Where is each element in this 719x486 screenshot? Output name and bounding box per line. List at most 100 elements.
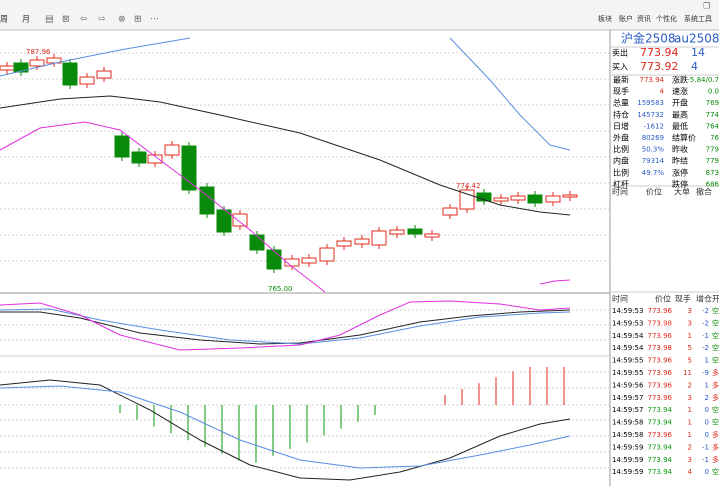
stat-label: 结算价: [672, 133, 696, 143]
ma-line: [449, 37, 571, 151]
candle-body: [562, 194, 578, 198]
menu-item[interactable]: 账户: [619, 14, 633, 23]
book-label: 买入: [612, 63, 628, 72]
stat-value: 779: [706, 157, 719, 165]
candle-body: [79, 76, 95, 85]
trade-time: 14:59:54: [612, 332, 644, 340]
stat-label: 涨停: [672, 167, 688, 177]
stat-label: 杠杆: [613, 179, 629, 189]
menu-item[interactable]: 资讯: [637, 14, 651, 23]
trade-price: 773.94: [648, 443, 673, 451]
icon[interactable]: ⋯: [150, 15, 159, 25]
column-header: 增仓: [696, 294, 712, 304]
trade-oi: 0: [705, 431, 709, 439]
candle-body: [96, 70, 112, 79]
icon[interactable]: ⇦: [80, 15, 88, 25]
candle-body: [407, 228, 423, 235]
icon[interactable]: ⊠: [62, 15, 70, 25]
trade-time: 14:59:53: [612, 319, 643, 327]
stat-label: 比例: [613, 144, 629, 154]
stat-label: 外盘: [613, 133, 629, 143]
trade-price: 773.94: [648, 419, 673, 427]
trade-time: 14:59:57: [612, 406, 643, 414]
candle-body: [371, 230, 387, 246]
period-button[interactable]: 周: [0, 15, 8, 24]
stat-label: 最低: [672, 121, 688, 131]
trade-price: 773.96: [648, 307, 673, 315]
candle-body: [62, 62, 78, 86]
trade-volume: 2: [688, 381, 692, 389]
candle-body: [510, 195, 526, 201]
stat-value: 769: [706, 99, 719, 107]
trade-side: 多: [712, 380, 719, 389]
price-label: 774.42: [456, 182, 481, 190]
indicator-line: [0, 309, 571, 345]
contract-name: 沪金2508: [621, 31, 676, 46]
menu-item[interactable]: 个性化: [656, 14, 677, 23]
candle-body: [424, 233, 440, 238]
trade-oi: -1: [702, 443, 709, 451]
icon[interactable]: ⊞: [134, 15, 142, 25]
trade-side: 空: [712, 306, 719, 315]
stat-value: 145732: [637, 111, 664, 119]
trade-oi: 0: [705, 419, 709, 427]
price-label: 765.00: [268, 285, 293, 293]
trade-side: 空: [712, 343, 719, 352]
icon[interactable]: ▤: [45, 15, 54, 25]
stat-value: 80269: [642, 134, 664, 142]
trade-oi: -2: [702, 319, 709, 327]
menu-item[interactable]: 系统工具: [684, 14, 712, 23]
book-price: 773.94: [640, 46, 679, 59]
candle-body: [29, 59, 45, 67]
trade-volume: 11: [683, 369, 692, 377]
book-label: 卖出: [612, 48, 628, 58]
menu-item[interactable]: 板块: [598, 14, 612, 23]
toolbar-icons[interactable]: ▤ ⊠ ⇦ ⇨ ⊗ ⊞ ⋯ ❐: [45, 2, 710, 25]
candle-body: [527, 194, 543, 204]
trade-price: 773.96: [648, 357, 673, 365]
book-volume: 4: [691, 60, 698, 73]
icon[interactable]: ⊗: [118, 15, 126, 25]
icon[interactable]: ⇨: [98, 15, 106, 25]
stat-value: 873: [706, 169, 719, 177]
candle-body: [354, 238, 370, 245]
candle-body: [232, 213, 248, 227]
column-header: 价位: [655, 294, 671, 304]
period-button[interactable]: 月: [22, 15, 30, 24]
trade-price: 773.94: [648, 456, 673, 464]
stat-label: 跌停: [672, 179, 688, 189]
indicator-line: [0, 308, 571, 345]
trade-price: 773.94: [648, 468, 673, 476]
column-header: 时间: [612, 294, 628, 304]
candle-body: [266, 249, 282, 270]
candle-body: [336, 240, 352, 247]
stat-value: 779: [706, 146, 719, 154]
stat-value: 0.0: [708, 88, 719, 96]
trade-price: 773.98: [648, 319, 673, 327]
trade-time: 14:59:55: [612, 357, 643, 365]
trade-volume: 5: [688, 357, 692, 365]
stat-value: 4: [660, 88, 665, 96]
stat-label: 昨收: [672, 144, 688, 154]
trade-volume: 3: [688, 456, 692, 464]
trade-volume: 1: [688, 431, 692, 439]
trade-time: 14:59:58: [612, 431, 643, 439]
stat-label: 速涨: [672, 86, 688, 96]
stat-value: 76: [710, 134, 719, 142]
trade-volume: 1: [688, 332, 692, 340]
stat-value: 774: [706, 111, 719, 119]
candle-body: [442, 207, 458, 216]
window-button[interactable]: ❐: [703, 2, 710, 11]
stat-label: 比例: [613, 167, 629, 177]
candle-body: [389, 229, 405, 235]
trade-price: 773.98: [648, 344, 673, 352]
trade-side: 空: [712, 356, 719, 365]
trade-side: 空: [712, 405, 719, 414]
trade-volume: 2: [688, 443, 692, 451]
column-header: 大单: [674, 187, 690, 197]
candle-body: [249, 234, 265, 251]
stat-label: 现手: [613, 86, 629, 96]
column-header: 撤合: [696, 187, 712, 197]
trade-volume: 3: [688, 307, 692, 315]
